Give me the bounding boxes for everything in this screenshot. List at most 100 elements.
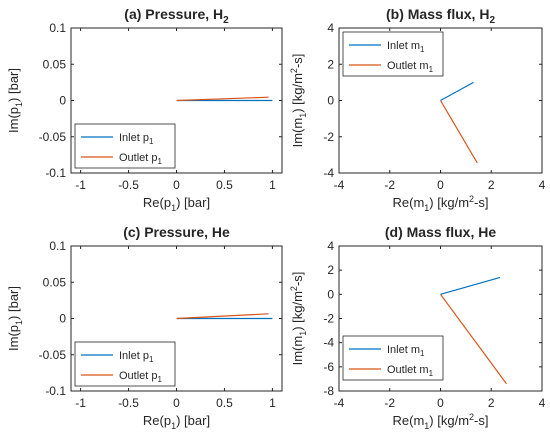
subplot-title: (b) Mass flux, H2 (386, 6, 495, 26)
x-label-text: Re(m (393, 413, 425, 428)
x-tick-label: 1 (269, 178, 276, 192)
subplot-a: -1 -0.5 0 0.5 1 -0.1 -0.05 0 0.05 0.1 (a) Pressure… (6, 6, 283, 213)
legend-entry-label: Outlet p1 (119, 370, 163, 384)
y-tick-label: 4 (327, 239, 334, 253)
inlet-series-line (440, 276, 501, 295)
x-tick-label: -4 (334, 178, 345, 192)
legend-entry-label: Inlet m1 (387, 344, 425, 358)
x-label-text: ) [kg/m (429, 413, 469, 428)
legend-entry-text: Outlet m (387, 364, 429, 376)
x-tick-label: 0 (437, 178, 444, 192)
title-text: (b) Mass flux, H (386, 6, 489, 22)
legend-entry-label: Outlet p1 (119, 152, 163, 166)
x-axis-label: Re(m1) [kg/m2-s] (393, 194, 489, 213)
legend-box (342, 31, 444, 77)
outlet-series-line (176, 313, 269, 320)
x-label-text: Re(p (143, 195, 171, 210)
legend-entry-text: Outlet m (387, 60, 429, 72)
x-label-subscript: 1 (424, 203, 429, 213)
x-tick-label: -2 (384, 396, 395, 410)
y-label-subscript: 1 (298, 331, 308, 336)
title-subscript: 2 (223, 15, 229, 26)
y-axis-label: Im(p1) [bar] (6, 68, 24, 133)
y-tick-label: 0.1 (49, 21, 66, 35)
y-label-superscript: 2 (289, 286, 299, 291)
y-label-text: -s] (290, 54, 305, 68)
y-axis-label: Im(m1) [kg/m2-s] (289, 272, 308, 366)
x-axis-label: Re(p1) [bar] (143, 413, 210, 431)
y-label-text: ) [kg/m (290, 73, 305, 113)
y-tick-label: -8 (323, 384, 334, 398)
legend-entry-label: Inlet m1 (387, 40, 425, 54)
x-label-text: Re(p (143, 413, 171, 428)
title-text: (d) Mass flux, He (385, 224, 496, 240)
x-label-superscript: 2 (469, 194, 474, 204)
legend-entry-label: Inlet p1 (119, 132, 154, 146)
y-tick-label: -0.05 (39, 348, 67, 362)
legend-entry-subscript: 1 (149, 355, 154, 364)
subplot-c: -1 -0.5 0 0.5 1 -0.1 -0.05 0 0.05 0.1 (c) Pressure… (6, 224, 283, 431)
y-tick-label: 0 (59, 94, 66, 108)
x-tick-label: -0.5 (118, 396, 139, 410)
x-label-text: ) [kg/m (429, 195, 469, 210)
x-tick-label: -0.5 (118, 178, 139, 192)
x-label-subscript: 1 (424, 421, 429, 431)
y-label-superscript: 2 (289, 68, 299, 73)
x-tick-label: 4 (539, 178, 546, 192)
x-label-text: Re(m (393, 195, 425, 210)
y-label-text: Im(m (290, 336, 305, 366)
subplot-title: (c) Pressure, He (123, 224, 230, 240)
y-tick-label: -2 (323, 130, 334, 144)
y-tick-label: 0 (59, 312, 66, 326)
x-tick-label: 0 (173, 178, 180, 192)
y-label-text: ) [bar] (6, 286, 21, 320)
y-label-text: Im(m (290, 118, 305, 148)
inlet-series-line (440, 81, 474, 102)
legend-entry-text: Outlet p (119, 152, 158, 164)
legend-box (342, 335, 444, 381)
x-axis-label: Re(m1) [kg/m2-s] (393, 412, 489, 431)
legend-entry-subscript: 1 (149, 137, 154, 146)
x-label-text: ) [bar] (176, 413, 210, 428)
legend-entry-text: Outlet p (119, 370, 158, 382)
y-tick-label: -2 (323, 312, 334, 326)
y-tick-label: -6 (323, 360, 334, 374)
x-tick-label: 1 (269, 396, 276, 410)
y-tick-label: -0.1 (45, 384, 66, 398)
legend-entry-subscript: 1 (158, 375, 163, 384)
y-label-text: ) [kg/m (290, 291, 305, 331)
x-label-text: ) [bar] (176, 195, 210, 210)
legend-entry-subscript: 1 (429, 369, 434, 378)
x-tick-label: 0 (437, 396, 444, 410)
legend-entry-text: Inlet m (387, 344, 420, 356)
y-label-text: Im(p (6, 107, 21, 133)
subplot-title: (d) Mass flux, He (385, 224, 496, 240)
x-tick-label: -1 (75, 178, 86, 192)
x-tick-label: 2 (488, 396, 495, 410)
legend-entry-label: Outlet m1 (387, 60, 434, 74)
x-tick-label: -4 (334, 396, 345, 410)
legend-box (74, 341, 176, 387)
y-tick-label: 0 (327, 94, 334, 108)
outlet-series-line (176, 96, 269, 102)
x-label-text: -s] (474, 413, 488, 428)
legend-entry-subscript: 1 (429, 65, 434, 74)
y-axis-label: Im(p1) [bar] (6, 286, 24, 351)
title-text: (a) Pressure, H (124, 6, 223, 22)
x-label-subscript: 1 (171, 203, 176, 213)
y-tick-label: 0.05 (43, 275, 67, 289)
y-tick-label: 0 (327, 287, 334, 301)
legend-entry-text: Inlet p (119, 132, 149, 144)
x-tick-label: 0.5 (216, 396, 233, 410)
x-tick-label: 4 (539, 396, 546, 410)
title-text: (c) Pressure, He (123, 224, 230, 240)
y-tick-label: -0.05 (39, 130, 67, 144)
legend-entry-subscript: 1 (420, 349, 425, 358)
x-label-text: -s] (474, 195, 488, 210)
x-tick-label: 0.5 (216, 178, 233, 192)
